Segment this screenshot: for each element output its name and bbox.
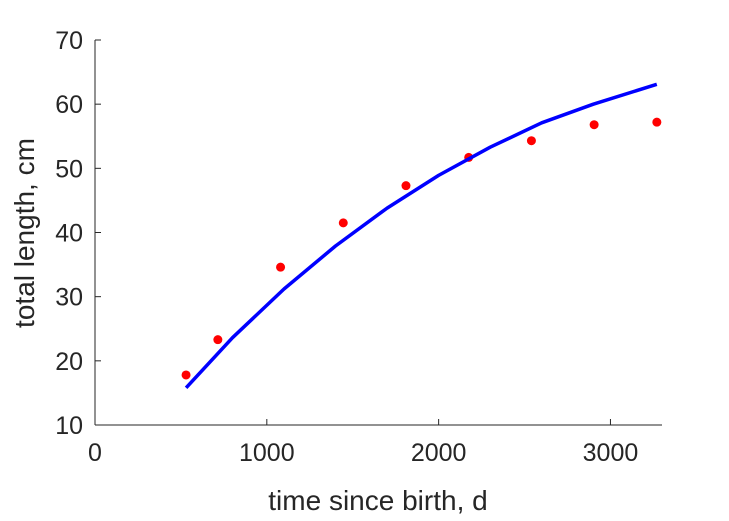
data-point (589, 120, 599, 130)
y-tick-label: 30 (55, 284, 83, 312)
y-tick-label: 50 (55, 155, 83, 183)
data-point (401, 181, 411, 191)
plot-marks (181, 82, 662, 389)
x-tick-label: 0 (88, 439, 102, 467)
y-tick-label: 20 (55, 348, 83, 376)
data-point (213, 335, 223, 345)
data-point (526, 136, 536, 146)
y-tick-label: 10 (55, 412, 83, 440)
x-tick-label: 1000 (239, 439, 295, 467)
x-tick-label: 2000 (411, 439, 467, 467)
data-point (276, 262, 286, 272)
y-tick-label: 70 (55, 27, 83, 55)
x-tick-label: 3000 (583, 439, 639, 467)
y-tick-label: 40 (55, 220, 83, 248)
fit-curve-line (184, 82, 658, 389)
data-point (338, 218, 348, 228)
y-tick-label: 60 (55, 91, 83, 119)
data-point (652, 117, 662, 127)
axes: 0 1000 2000 3000 10 20 30 40 50 60 70 (55, 27, 662, 467)
y-axis-label: total length, cm (9, 138, 40, 328)
x-axis-label: time since birth, d (268, 485, 487, 516)
data-point (181, 370, 191, 380)
